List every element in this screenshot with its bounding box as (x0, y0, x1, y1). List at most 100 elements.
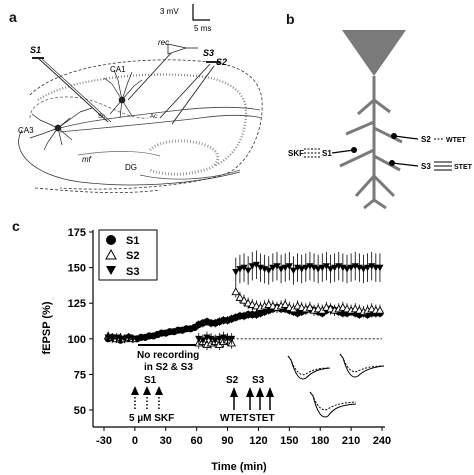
y-tick-label: 50 (74, 405, 86, 417)
label-ca3: CA3 (18, 126, 34, 135)
fepsp-trace-insets: S1 S2 S3 (287, 344, 385, 418)
data-point (326, 266, 335, 273)
mf-fibers (77, 151, 161, 157)
ca3-neuron (29, 107, 93, 151)
scale-bar-voltage: 3 mV (160, 7, 179, 16)
data-point (314, 266, 322, 273)
trace-s3-after (309, 391, 357, 418)
label-skf: SKF (288, 149, 304, 158)
label-sc: Sc (98, 114, 105, 120)
stim-electrode-heads (32, 57, 220, 63)
data-point (289, 267, 298, 275)
annot-stet: STET (249, 413, 275, 424)
trace-s1-after (287, 355, 331, 380)
no-recording-line1: No recording (137, 350, 199, 361)
slice-outline-lower (34, 187, 161, 193)
x-tick-label: 60 (191, 435, 203, 447)
y-tick-label: 100 (68, 334, 86, 346)
trace-s2-before (339, 353, 385, 373)
data-point (108, 335, 116, 343)
label-ca1: CA1 (110, 65, 126, 74)
legend-marker-s3 (106, 266, 116, 275)
inset-label-s2: S2 (352, 344, 360, 350)
scale-bar-time: 5 ms (194, 24, 211, 33)
label-s1-b: S1 (322, 149, 332, 158)
data-point (215, 335, 223, 343)
y-tick-label: 175 (68, 227, 86, 239)
data-point (232, 268, 240, 276)
panel-c-chart: 50 75 100 125 150 175 -30 0 30 60 90 120 150 180 210 2… (41, 227, 391, 473)
label-s2: S2 (216, 57, 227, 67)
data-point (331, 264, 339, 272)
label-stet: STET (454, 164, 473, 171)
data-point (305, 302, 315, 311)
s1-electrode (37, 57, 109, 123)
data-point (375, 305, 385, 314)
label-ac: Ac (150, 114, 157, 120)
panel-b-letter: b (286, 11, 295, 27)
data-point (236, 266, 244, 273)
dg-granule-layer (148, 139, 220, 176)
s2-wtet-arrow: S2 WTET (220, 375, 248, 424)
x-tick-label: 30 (160, 435, 172, 447)
data-point (129, 335, 137, 343)
label-dg: DG (125, 163, 137, 172)
label-s2-b: S2 (421, 135, 431, 144)
y-tick-label: 75 (74, 369, 86, 381)
data-point (231, 287, 241, 296)
scale-bar (192, 4, 210, 21)
series-s3 (104, 250, 384, 346)
data-point (277, 266, 285, 273)
panel-b-neuron-schematic: SKF S1 S2 WTET S3 STET (288, 30, 473, 210)
rec-electrode (127, 51, 173, 101)
inset-label-s3: S3 (330, 382, 338, 388)
x-tick-label: 120 (249, 435, 267, 447)
data-point (298, 266, 306, 273)
panel-a-letter: a (9, 9, 17, 25)
data-point (281, 264, 289, 272)
dendritic-tree (339, 76, 403, 210)
panel-c-letter: c (12, 218, 20, 234)
x-tick-label: 150 (280, 435, 298, 447)
x-tick-label: 0 (132, 435, 138, 447)
rec-amplifier-icon (167, 43, 188, 55)
x-axis-label: Time (min) (211, 461, 267, 473)
ca1-pyramidal-layer (37, 73, 248, 168)
x-tick-label: 210 (342, 435, 360, 447)
soma (342, 30, 406, 76)
data-point (273, 263, 281, 270)
legend-marker-s1 (106, 235, 116, 245)
trace-s2-after (339, 353, 385, 378)
annot-skf: 5 µM SKF (129, 413, 174, 424)
slice-outline-outer (29, 59, 263, 190)
inset-label-s1: S1 (288, 344, 296, 350)
label-s3-b: S3 (421, 162, 431, 171)
y-axis-label: fEPSP (%) (41, 301, 53, 354)
y-tick-label: 125 (68, 298, 86, 310)
data-point (244, 267, 252, 275)
data-point (376, 264, 384, 272)
label-rec: rec (158, 38, 169, 47)
legend-label-s2: S2 (126, 250, 139, 262)
slice-outline-inner (29, 96, 149, 119)
data-point (211, 337, 219, 344)
panel-a-hippocampus: 3 mV 5 ms (18, 4, 263, 193)
x-tick-label: 240 (373, 435, 391, 447)
label-s1: S1 (30, 45, 41, 55)
data-point (285, 263, 293, 270)
data-point (235, 292, 245, 301)
data-point (199, 337, 207, 344)
stet-arrows (434, 161, 452, 171)
label-s3: S3 (203, 48, 214, 58)
label-wtet: WTET (446, 137, 467, 144)
series-layer (103, 250, 385, 351)
s3-electrode (159, 63, 211, 119)
ca1-neuron (103, 69, 143, 119)
annot-s1: S1 (144, 375, 157, 386)
data-point (239, 295, 249, 304)
chart-axes (92, 230, 385, 428)
data-point (302, 264, 310, 272)
annot-wtet: WTET (220, 413, 248, 424)
data-point (265, 267, 273, 275)
legend-label-s1: S1 (126, 235, 139, 247)
